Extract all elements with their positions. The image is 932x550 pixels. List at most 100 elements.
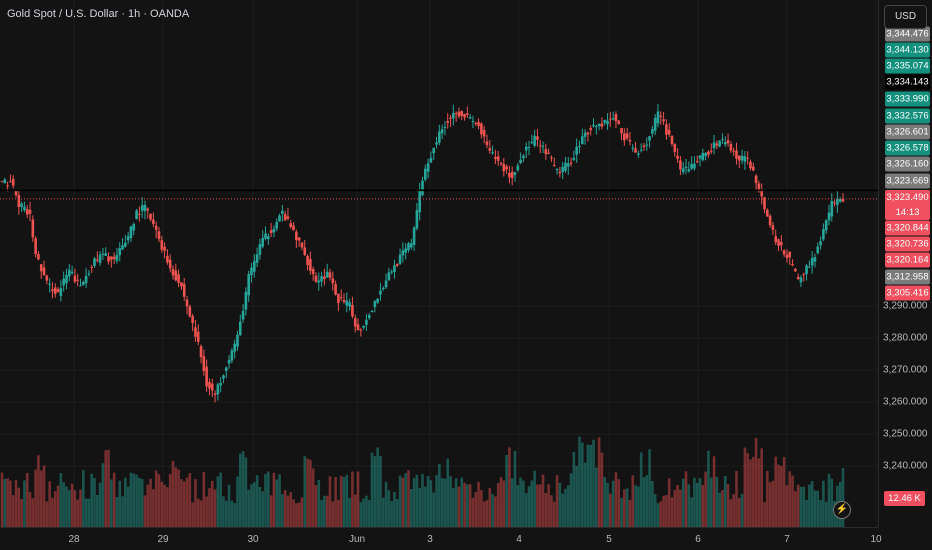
candle-body	[777, 239, 780, 246]
candle-body	[569, 162, 573, 164]
candle-body	[107, 256, 110, 262]
candle-body	[474, 123, 478, 125]
time-tick-label: 30	[247, 534, 259, 545]
candle-body	[25, 209, 29, 215]
candle-body	[805, 265, 808, 275]
volume-bar	[17, 487, 21, 527]
volume-bar	[552, 501, 556, 527]
volume-bar	[3, 478, 7, 527]
candle-body	[496, 156, 500, 161]
volume-bar	[774, 456, 778, 527]
candle-body	[454, 113, 458, 115]
volume-bar	[353, 494, 357, 527]
volume-bar	[743, 447, 747, 527]
candle-body	[241, 310, 245, 320]
volume-bar	[367, 500, 371, 527]
price-axis[interactable]: 3,290.000 3,280.000 3,270.000 3,260.000 3,25…	[878, 0, 932, 527]
volume-bar	[802, 486, 806, 527]
volume-bar	[6, 478, 9, 527]
candle-body	[51, 289, 54, 292]
candle-body	[743, 156, 747, 162]
volume-bar	[575, 466, 578, 527]
volume-bar	[65, 486, 68, 527]
candle-body	[513, 172, 517, 175]
candle-body	[822, 229, 825, 240]
candle-body	[457, 111, 461, 117]
volume-bar	[544, 493, 548, 527]
volume-bar	[362, 498, 365, 527]
candle-body	[816, 246, 820, 254]
volume-bar	[37, 455, 40, 527]
price-tick-label: 3,280.000	[883, 332, 928, 344]
candle-body	[233, 343, 236, 352]
candle-body	[524, 146, 528, 151]
volume-bar	[339, 475, 343, 527]
price-tag: 3,312.958	[885, 269, 930, 285]
candle-body	[342, 300, 346, 303]
candle-body	[286, 216, 290, 219]
candle-body	[238, 321, 242, 336]
candle-body	[303, 247, 307, 255]
candle-body	[199, 346, 203, 358]
volume-bar	[566, 485, 570, 527]
currency-button[interactable]: USD	[884, 5, 927, 29]
price-chart[interactable]	[0, 0, 878, 527]
volume-bar	[513, 451, 517, 527]
volume-bar	[449, 476, 452, 527]
candle-body	[751, 166, 755, 171]
volume-bar	[236, 476, 239, 527]
volume-bar	[656, 503, 660, 527]
time-axis[interactable]: 28 29 30 Jun 3 4 5 6 7 10	[0, 527, 882, 550]
volume-bar	[457, 486, 461, 527]
candle-body	[774, 236, 778, 243]
volume-bar	[499, 477, 503, 527]
volume-bar	[45, 501, 49, 527]
candle-body	[802, 273, 806, 275]
volume-bar	[721, 490, 724, 527]
price-tag: 3,320.736	[885, 236, 930, 252]
candle-body	[244, 291, 248, 310]
volume-bar	[760, 448, 764, 527]
volume-bar	[317, 479, 321, 527]
volume-bar	[328, 476, 332, 527]
candle-body	[177, 274, 180, 283]
candle-body	[11, 178, 15, 186]
candle-body	[325, 271, 329, 278]
candle-body	[740, 155, 744, 161]
candle-body	[516, 165, 520, 171]
candle-body	[376, 298, 379, 303]
volume-bar	[283, 490, 287, 527]
candle-body	[589, 128, 592, 131]
volume-bar	[794, 491, 797, 527]
symbol-title[interactable]: Gold Spot / U.S. Dollar · 1h · OANDA	[7, 8, 190, 20]
volume-bar	[519, 477, 522, 527]
candle-body	[96, 259, 99, 261]
candle-body	[90, 266, 94, 268]
candle-body	[362, 325, 365, 328]
volume-bar	[297, 502, 301, 527]
candle-body	[648, 136, 651, 141]
volume-bar	[468, 484, 472, 527]
candle-body	[93, 258, 96, 266]
volume-bar	[421, 473, 424, 527]
candle-body	[555, 168, 559, 171]
candle-body	[309, 258, 312, 271]
volume-bar	[454, 478, 458, 527]
candle-body	[715, 143, 719, 146]
volume-bar	[230, 500, 234, 527]
volume-bar	[533, 470, 536, 527]
candle-body	[48, 283, 51, 285]
volume-bar	[281, 494, 284, 527]
candle-body	[365, 319, 368, 325]
candle-body	[468, 116, 472, 119]
price-tag: 3,305.416	[885, 285, 930, 301]
volume-bar	[31, 498, 35, 527]
candle-body	[404, 248, 407, 253]
candle-body	[311, 268, 315, 275]
lightning-icon[interactable]: ⚡	[833, 501, 851, 519]
price-tag: 3,334.143	[885, 74, 930, 90]
volume-bar	[611, 480, 615, 527]
candle-body	[267, 236, 270, 240]
volume-bar	[780, 466, 783, 527]
candle-body	[351, 304, 354, 317]
